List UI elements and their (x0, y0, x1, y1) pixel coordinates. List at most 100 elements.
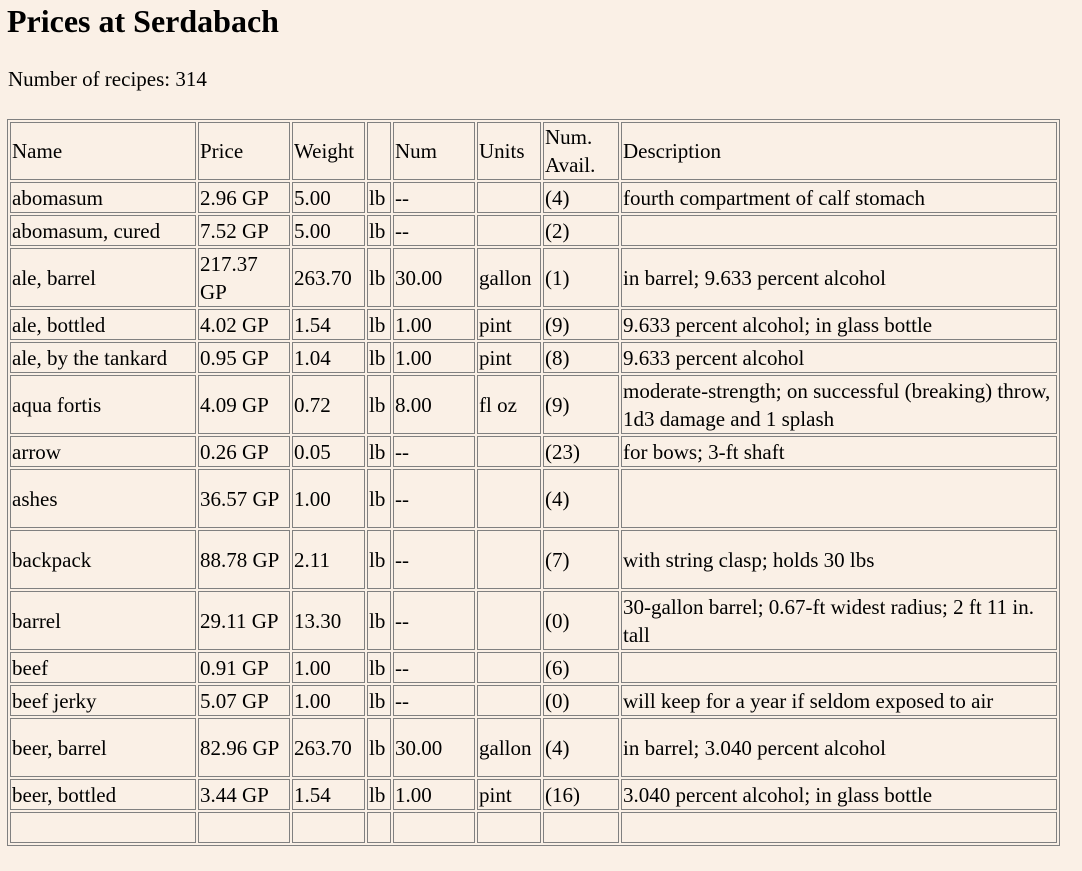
cell-units (477, 436, 541, 467)
cell-weight: 5.00 (292, 215, 365, 246)
cell-name: beef jerky (10, 685, 196, 716)
table-row: beer, barrel 82.96 GP 263.70 lb 30.00 gallon(… (10, 718, 1057, 777)
cell-weight-unit: lb (367, 779, 391, 810)
cell-num: -- (393, 530, 475, 589)
cell-weight-unit: lb (367, 591, 391, 650)
table-row: beer, bottled 3.44 GP 1.54 lb 1.00 pint (16) 3.… (10, 779, 1057, 810)
cell-name: abomasum (10, 182, 196, 213)
table-row: barrel 29.11 GP 13.30 lb -- (0) 30-gallon barr… (10, 591, 1057, 650)
cell-units (477, 685, 541, 716)
cell-weight: 1.54 (292, 779, 365, 810)
header-weight-unit (367, 122, 391, 180)
cell-num: 30.00 (393, 248, 475, 307)
cell-price: 82.96 GP (198, 718, 290, 777)
cell-num-avail: (4) (543, 182, 619, 213)
cell-num-avail: (0) (543, 685, 619, 716)
cell-name: abomasum, cured (10, 215, 196, 246)
cell-weight: 1.54 (292, 309, 365, 340)
header-description: Description (621, 122, 1057, 180)
cell-weight-unit: lb (367, 469, 391, 528)
cell-num-avail: (23) (543, 436, 619, 467)
cell-name: ale, bottled (10, 309, 196, 340)
cell-weight: 1.00 (292, 652, 365, 683)
cell-weight-unit: lb (367, 342, 391, 373)
cell-num (393, 812, 475, 843)
cell-description: with string clasp; holds 30 lbs (621, 530, 1057, 589)
cell-num-avail (543, 812, 619, 843)
cell-description (621, 652, 1057, 683)
cell-units (477, 215, 541, 246)
table-row: backpack 88.78 GP 2.11 lb -- (7) with string c… (10, 530, 1057, 589)
cell-units: gallon (477, 718, 541, 777)
cell-units: pint (477, 309, 541, 340)
cell-weight: 1.00 (292, 685, 365, 716)
cell-price: 0.26 GP (198, 436, 290, 467)
header-name: Name (10, 122, 196, 180)
cell-num: -- (393, 436, 475, 467)
cell-weight-unit: lb (367, 309, 391, 340)
page: Prices at Serdabach Number of recipes: 3… (0, 2, 1082, 846)
cell-name (10, 812, 196, 843)
cell-weight-unit: lb (367, 530, 391, 589)
cell-weight-unit: lb (367, 718, 391, 777)
cell-weight-unit: lb (367, 248, 391, 307)
cell-price: 4.02 GP (198, 309, 290, 340)
cell-num-avail: (4) (543, 469, 619, 528)
cell-price: 4.09 GP (198, 375, 290, 434)
table-row: abomasum 2.96 GP 5.00 lb -- (4) fourth compart… (10, 182, 1057, 213)
cell-price (198, 812, 290, 843)
price-table-body: Name Price Weight Num Units Num. Avail. … (10, 122, 1057, 843)
cell-num-avail: (7) (543, 530, 619, 589)
cell-units (477, 652, 541, 683)
cell-description: will keep for a year if seldom exposed t… (621, 685, 1057, 716)
cell-num: -- (393, 591, 475, 650)
table-row: ale, bottled 4.02 GP 1.54 lb 1.00 pint (9) 9.63… (10, 309, 1057, 340)
cell-num: 1.00 (393, 342, 475, 373)
cell-weight: 0.72 (292, 375, 365, 434)
cell-price: 29.11 GP (198, 591, 290, 650)
cell-num: 30.00 (393, 718, 475, 777)
cell-num-avail: (4) (543, 718, 619, 777)
cell-weight: 0.05 (292, 436, 365, 467)
cell-weight-unit: lb (367, 652, 391, 683)
cell-units (477, 530, 541, 589)
header-num-avail: Num. Avail. (543, 122, 619, 180)
page-title: Prices at Serdabach (7, 3, 279, 39)
cell-num-avail: (9) (543, 375, 619, 434)
cell-units: fl oz (477, 375, 541, 434)
cell-description (621, 469, 1057, 528)
recipe-count: Number of recipes: 314 (8, 67, 207, 91)
table-row: abomasum, cured 7.52 GP 5.00 lb -- (2) (10, 215, 1057, 246)
cell-num-avail: (8) (543, 342, 619, 373)
table-row: arrow 0.26 GP 0.05 lb -- (23) for bows; 3-ft s… (10, 436, 1057, 467)
cell-num: -- (393, 215, 475, 246)
header-row: Name Price Weight Num Units Num. Avail. … (10, 122, 1057, 180)
cell-weight (292, 812, 365, 843)
cell-weight-unit (367, 812, 391, 843)
cell-weight: 5.00 (292, 182, 365, 213)
cell-description: 30-gallon barrel; 0.67-ft widest radius;… (621, 591, 1057, 650)
cell-price: 0.95 GP (198, 342, 290, 373)
cell-num: 8.00 (393, 375, 475, 434)
cell-price: 217.37 GP (198, 248, 290, 307)
header-num: Num (393, 122, 475, 180)
cell-price: 5.07 GP (198, 685, 290, 716)
cell-units: gallon (477, 248, 541, 307)
cell-description: in barrel; 9.633 percent alcohol (621, 248, 1057, 307)
cell-num-avail: (2) (543, 215, 619, 246)
cell-units (477, 469, 541, 528)
header-units: Units (477, 122, 541, 180)
cell-description (621, 215, 1057, 246)
cell-description (621, 812, 1057, 843)
cell-weight: 263.70 (292, 718, 365, 777)
cell-price: 7.52 GP (198, 215, 290, 246)
cell-num: 1.00 (393, 309, 475, 340)
cell-name: beer, barrel (10, 718, 196, 777)
cell-description: 9.633 percent alcohol; in glass bottle (621, 309, 1057, 340)
cell-description: in barrel; 3.040 percent alcohol (621, 718, 1057, 777)
cell-num: -- (393, 652, 475, 683)
cell-description: fourth compartment of calf stomach (621, 182, 1057, 213)
cell-num-avail: (1) (543, 248, 619, 307)
cell-description: for bows; 3-ft shaft (621, 436, 1057, 467)
cell-weight-unit: lb (367, 685, 391, 716)
